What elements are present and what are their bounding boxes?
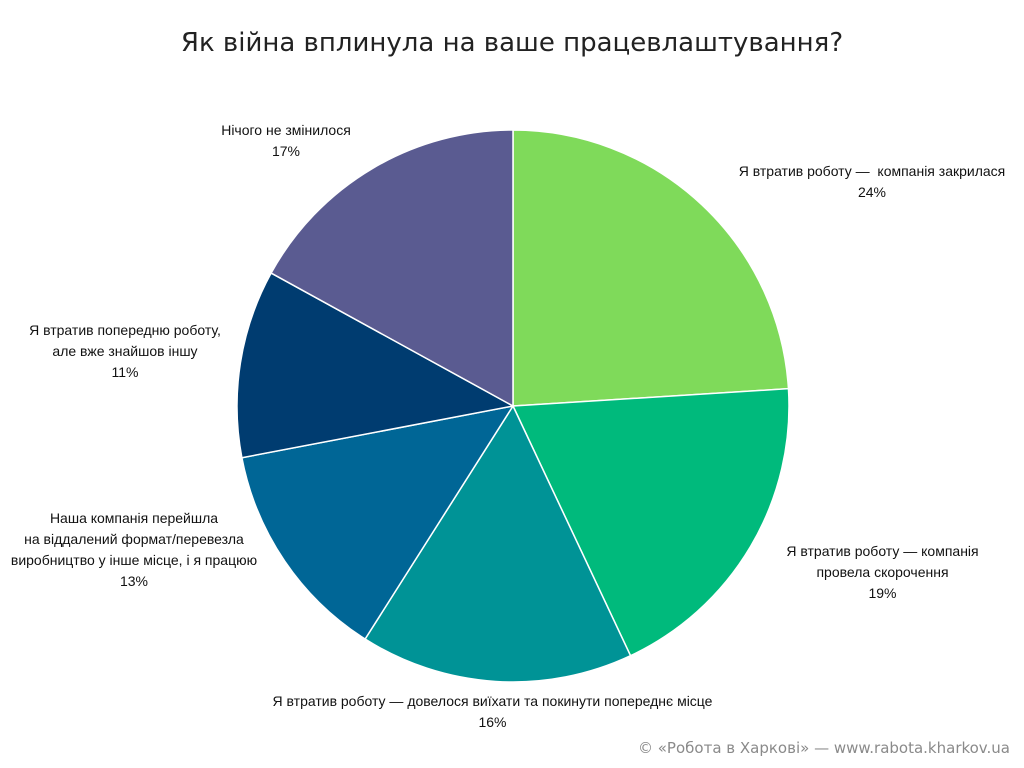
slice-category-label: Я втратив роботу — довелося виїхати та п… xyxy=(272,693,713,709)
slice-label-1: Я втратив роботу — компанія закрилася 24% xyxy=(722,161,1022,203)
slice-label-6: Нічого не змінилося 17% xyxy=(200,120,372,162)
chart-title: Як війна вплинула на ваше працевлаштуван… xyxy=(180,28,844,58)
pie-slice-5 xyxy=(236,272,516,459)
pie-slice-2 xyxy=(511,387,790,657)
slice-category-label: Я втратив роботу — компанія провела скор… xyxy=(786,543,979,580)
pie-slice-6 xyxy=(270,129,514,408)
slice-label-2: Я втратив роботу — компанія провела скор… xyxy=(770,541,995,604)
slice-value-label: 16% xyxy=(478,714,507,730)
slice-value-label: 11% xyxy=(111,364,139,380)
copyright-text: © «Робота в Харкові» — www.rabota.kharko… xyxy=(637,739,1010,757)
slice-category-label: Наша компанія перейшла на віддалений фор… xyxy=(10,510,258,568)
slice-value-label: 19% xyxy=(868,585,897,601)
slice-value-label: 17% xyxy=(271,143,301,159)
slice-value-label: 24% xyxy=(857,184,887,200)
pie-slice-4 xyxy=(241,404,515,641)
slice-value-label: 13% xyxy=(119,573,149,589)
slice-category-label: Нічого не змінилося xyxy=(221,122,351,138)
slice-label-4: Наша компанія перейшла на віддалений фор… xyxy=(0,508,272,592)
pie-slice-1 xyxy=(512,129,790,407)
slice-label-3: Я втратив роботу — довелося виїхати та п… xyxy=(220,691,765,733)
slice-label-5: Я втратив попередню роботу, але вже знай… xyxy=(10,320,240,383)
pie-slice-3 xyxy=(364,404,632,683)
slice-category-label: Я втратив роботу — компанія закрилася xyxy=(738,163,1006,179)
slice-category-label: Я втратив попередню роботу, але вже знай… xyxy=(29,322,221,359)
